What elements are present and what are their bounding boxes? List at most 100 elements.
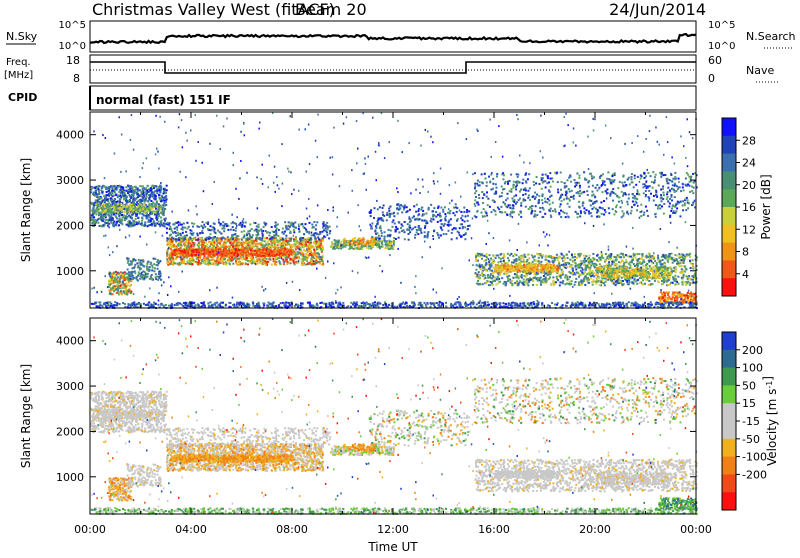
power-cell — [227, 252, 229, 254]
power-cell — [646, 210, 648, 212]
power-cell — [457, 218, 459, 220]
power-cell — [100, 212, 102, 214]
power-cell — [377, 246, 379, 248]
power-cell — [106, 199, 108, 201]
power-cell — [362, 242, 364, 244]
power-cell — [169, 222, 171, 224]
power-cell — [153, 270, 155, 272]
power-cell — [95, 190, 97, 192]
power-cell — [459, 227, 461, 229]
power-cell — [111, 279, 113, 281]
power-cell — [507, 197, 509, 199]
power-cell — [128, 289, 130, 291]
power-cell — [140, 268, 142, 270]
power-cell — [95, 221, 97, 223]
power-cell — [159, 191, 161, 193]
freq-strip-frame — [90, 55, 696, 83]
power-cell — [233, 257, 235, 259]
power-cell — [461, 215, 463, 217]
power-cell — [667, 187, 669, 189]
power-cell — [90, 217, 92, 219]
power-cell — [600, 201, 602, 203]
power-cell — [274, 243, 276, 245]
power-cell — [321, 251, 323, 253]
power-cell — [481, 191, 483, 193]
power-cell — [127, 192, 129, 194]
power-cell — [602, 207, 604, 209]
power-cell — [667, 196, 669, 198]
power-cell — [502, 178, 504, 180]
power-cell — [654, 179, 656, 181]
power-cell — [189, 229, 191, 231]
power-cell — [359, 248, 361, 250]
power-cell — [178, 243, 180, 245]
power-cell — [257, 250, 259, 252]
power-cell — [133, 277, 135, 279]
power-cell — [191, 222, 193, 224]
power-cell — [303, 233, 305, 235]
power-cell — [129, 196, 131, 198]
power-cell — [603, 200, 605, 202]
power-cell — [92, 211, 94, 213]
power-cell — [512, 198, 514, 200]
power-cell — [378, 240, 380, 242]
power-cell — [300, 253, 302, 255]
power-cell — [293, 231, 295, 233]
power-cell — [457, 231, 459, 233]
power-cell — [145, 276, 147, 278]
power-cell — [266, 258, 268, 260]
power-cell — [113, 290, 115, 292]
power-cell — [206, 237, 208, 239]
power-cell — [529, 199, 531, 201]
power-cell — [197, 249, 199, 251]
power-cell — [271, 264, 273, 266]
power-cell — [259, 239, 261, 241]
power-cell — [177, 256, 179, 258]
power-cell — [128, 258, 130, 260]
power-cell — [432, 235, 434, 237]
power-cell — [420, 230, 422, 232]
power-cell — [285, 235, 287, 237]
power-cell — [295, 227, 297, 229]
power-cell — [279, 263, 281, 265]
power-cell — [643, 214, 645, 216]
power-cell — [246, 254, 248, 256]
power-cell — [118, 224, 120, 226]
power-cell — [264, 237, 266, 239]
power-cell — [193, 223, 195, 225]
power-cell — [617, 187, 619, 189]
power-cell — [154, 258, 156, 260]
power-cell — [298, 228, 300, 230]
power-cell — [235, 255, 237, 257]
power-cell — [285, 227, 287, 229]
power-cell — [137, 280, 139, 282]
power-cell — [146, 189, 148, 191]
power-cell — [104, 211, 106, 213]
power-cell — [678, 186, 680, 188]
power-cell — [302, 237, 304, 239]
power-cell — [156, 192, 158, 194]
power-cell — [573, 198, 575, 200]
power-cell — [205, 239, 207, 241]
power-cell — [110, 197, 112, 199]
power-cell — [393, 242, 395, 244]
power-cell — [251, 262, 253, 264]
power-cell — [268, 254, 270, 256]
power-cell — [409, 227, 411, 229]
power-cell — [279, 249, 281, 251]
power-cell — [371, 243, 373, 245]
power-cell — [338, 242, 340, 244]
power-cell — [277, 244, 279, 246]
power-cell — [249, 260, 251, 262]
power-cell — [229, 245, 231, 247]
power-cell — [172, 223, 174, 225]
power-cell — [656, 196, 658, 198]
power-cell — [481, 173, 483, 175]
power-cell — [114, 211, 116, 213]
power-cell — [258, 252, 260, 254]
power-cell — [275, 232, 277, 234]
power-cell — [106, 187, 108, 189]
power-cell — [321, 264, 323, 266]
power-cell — [316, 241, 318, 243]
